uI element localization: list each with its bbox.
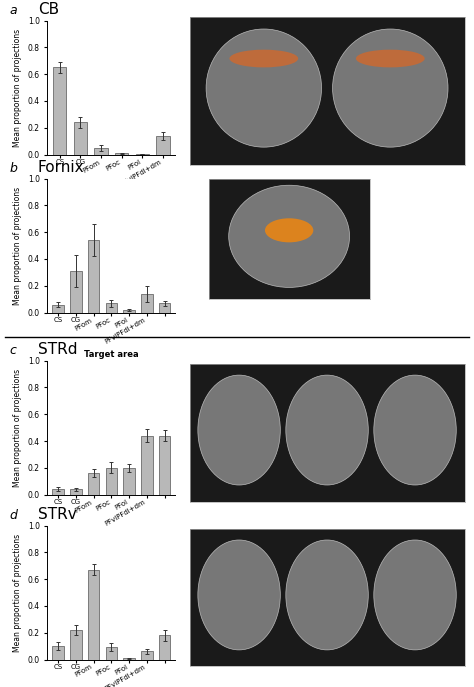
Ellipse shape (356, 49, 425, 67)
Ellipse shape (198, 375, 280, 485)
Bar (106, 303, 117, 313)
Bar (88, 473, 100, 495)
Bar (123, 658, 135, 660)
Bar (141, 436, 153, 495)
Text: STRv: STRv (38, 507, 77, 522)
Bar (53, 67, 66, 155)
X-axis label: Target area: Target area (84, 532, 139, 541)
Bar (123, 310, 135, 313)
Y-axis label: Mean proportion of projections: Mean proportion of projections (13, 187, 22, 304)
Text: c: c (9, 344, 17, 357)
Ellipse shape (333, 29, 448, 147)
X-axis label: Target area: Target area (84, 192, 139, 201)
Bar (106, 647, 117, 660)
Bar (159, 436, 171, 495)
Bar (156, 136, 170, 155)
Bar (70, 630, 82, 660)
X-axis label: Target area: Target area (84, 350, 139, 359)
Ellipse shape (229, 49, 298, 67)
Text: b: b (9, 162, 18, 175)
Bar (70, 271, 82, 313)
Bar (52, 304, 64, 313)
Bar (52, 489, 64, 495)
Y-axis label: Mean proportion of projections: Mean proportion of projections (13, 29, 22, 146)
Bar (88, 240, 100, 313)
Ellipse shape (286, 540, 368, 650)
Bar (52, 646, 64, 660)
Bar (159, 303, 171, 313)
Bar (70, 489, 82, 495)
Text: d: d (9, 509, 18, 522)
Ellipse shape (286, 375, 368, 485)
Bar (115, 153, 128, 155)
Bar (141, 651, 153, 660)
Ellipse shape (265, 218, 313, 243)
Text: STRd: STRd (38, 342, 77, 357)
Text: Fornix: Fornix (38, 160, 84, 175)
Bar (106, 468, 117, 495)
Bar (94, 148, 108, 155)
Bar (74, 122, 87, 155)
Ellipse shape (206, 29, 321, 147)
Bar (159, 635, 171, 660)
Ellipse shape (374, 540, 456, 650)
Ellipse shape (374, 375, 456, 485)
Text: CB: CB (38, 2, 59, 17)
Text: a: a (9, 4, 17, 17)
Ellipse shape (198, 540, 280, 650)
Bar (141, 294, 153, 313)
Y-axis label: Mean proportion of projections: Mean proportion of projections (13, 369, 22, 486)
Bar (88, 570, 100, 660)
Bar (123, 468, 135, 495)
Ellipse shape (228, 185, 349, 287)
Y-axis label: Mean proportion of projections: Mean proportion of projections (13, 534, 22, 651)
